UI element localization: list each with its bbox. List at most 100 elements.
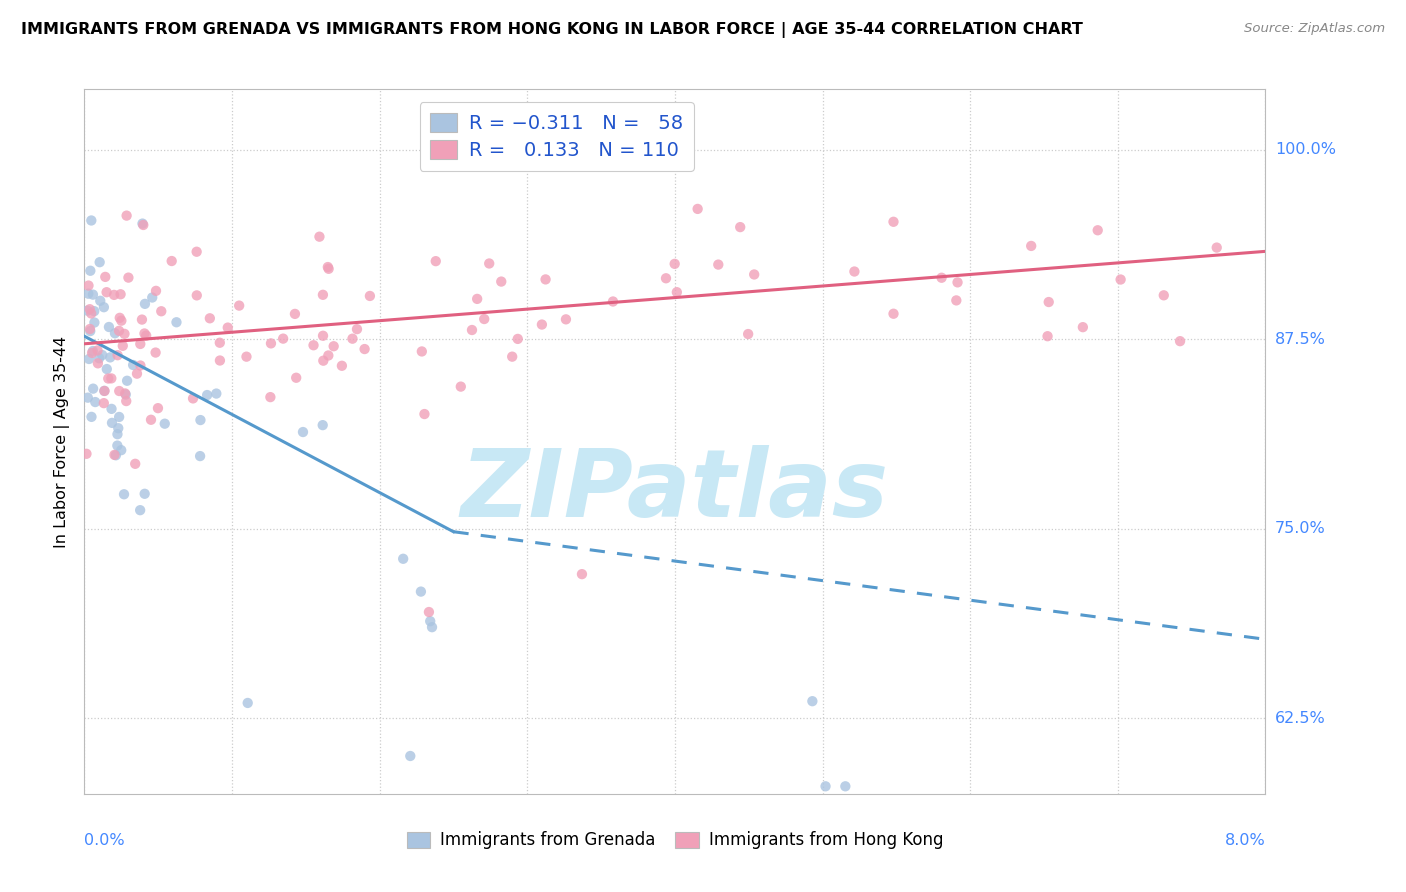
Point — [79, 324, 101, 338]
Point — [134, 487, 156, 501]
Point — [461, 323, 484, 337]
Point — [312, 353, 335, 368]
Point — [83, 304, 105, 318]
Point — [882, 215, 904, 229]
Point — [124, 457, 146, 471]
Point — [93, 396, 115, 410]
Point — [318, 349, 340, 363]
Point — [107, 348, 129, 362]
Point — [346, 322, 368, 336]
Point — [79, 302, 101, 317]
Text: 100.0%: 100.0% — [1275, 143, 1336, 157]
Text: IMMIGRANTS FROM GRENADA VS IMMIGRANTS FROM HONG KONG IN LABOR FORCE | AGE 35-44 : IMMIGRANTS FROM GRENADA VS IMMIGRANTS FR… — [21, 22, 1083, 38]
Point — [409, 584, 432, 599]
Point — [96, 362, 118, 376]
Point — [465, 292, 488, 306]
Point — [1205, 241, 1227, 255]
Point — [105, 439, 128, 453]
Point — [129, 337, 152, 351]
Point — [153, 417, 176, 431]
Text: 8.0%: 8.0% — [1225, 833, 1265, 847]
Point — [114, 386, 136, 401]
Point — [82, 344, 104, 359]
Point — [135, 328, 157, 343]
Point — [82, 382, 104, 396]
Point — [115, 209, 138, 223]
Point — [655, 271, 678, 285]
Point — [125, 367, 148, 381]
Point — [129, 503, 152, 517]
Point — [76, 391, 98, 405]
Point — [131, 217, 153, 231]
Point — [141, 291, 163, 305]
Point — [195, 388, 218, 402]
Point — [707, 258, 730, 272]
Point — [131, 312, 153, 326]
Point — [107, 421, 129, 435]
Point — [450, 379, 472, 393]
Point — [353, 342, 375, 356]
Point — [814, 780, 837, 794]
Point — [198, 311, 221, 326]
Point — [96, 285, 118, 300]
Point — [312, 287, 335, 301]
Point — [115, 374, 138, 388]
Text: Source: ZipAtlas.com: Source: ZipAtlas.com — [1244, 22, 1385, 36]
Point — [801, 694, 824, 708]
Point — [190, 413, 212, 427]
Point — [312, 418, 335, 433]
Point — [1087, 223, 1109, 237]
Point — [89, 255, 111, 269]
Point — [87, 356, 110, 370]
Point — [100, 371, 122, 385]
Point — [534, 272, 557, 286]
Point — [114, 387, 136, 401]
Point — [742, 268, 765, 282]
Point — [122, 358, 145, 372]
Point — [80, 213, 103, 227]
Point — [104, 326, 127, 341]
Point — [1153, 288, 1175, 302]
Point — [77, 278, 100, 293]
Point — [271, 332, 294, 346]
Point — [117, 270, 139, 285]
Point — [107, 427, 129, 442]
Text: 75.0%: 75.0% — [1275, 521, 1326, 536]
Point — [80, 306, 103, 320]
Point — [100, 401, 122, 416]
Point — [1109, 272, 1132, 286]
Point — [110, 287, 132, 301]
Point — [76, 303, 98, 318]
Point — [111, 339, 134, 353]
Point — [259, 390, 281, 404]
Point — [110, 443, 132, 458]
Point — [76, 447, 98, 461]
Point — [946, 276, 969, 290]
Point — [472, 312, 495, 326]
Point — [418, 605, 440, 619]
Point — [145, 345, 167, 359]
Point — [103, 288, 125, 302]
Point — [98, 351, 121, 365]
Point — [501, 350, 523, 364]
Point — [530, 318, 553, 332]
Point — [108, 409, 131, 424]
Point — [79, 264, 101, 278]
Point — [411, 344, 433, 359]
Point — [478, 256, 501, 270]
Point — [285, 370, 308, 384]
Point — [115, 394, 138, 409]
Point — [1036, 329, 1059, 343]
Point — [134, 326, 156, 341]
Point — [80, 409, 103, 424]
Point — [419, 614, 441, 628]
Point — [150, 304, 173, 318]
Point — [342, 332, 364, 346]
Point — [308, 229, 330, 244]
Point — [93, 384, 115, 398]
Point — [834, 780, 856, 794]
Point — [101, 416, 124, 430]
Text: 0.0%: 0.0% — [84, 833, 125, 847]
Point — [186, 244, 208, 259]
Point — [82, 287, 104, 301]
